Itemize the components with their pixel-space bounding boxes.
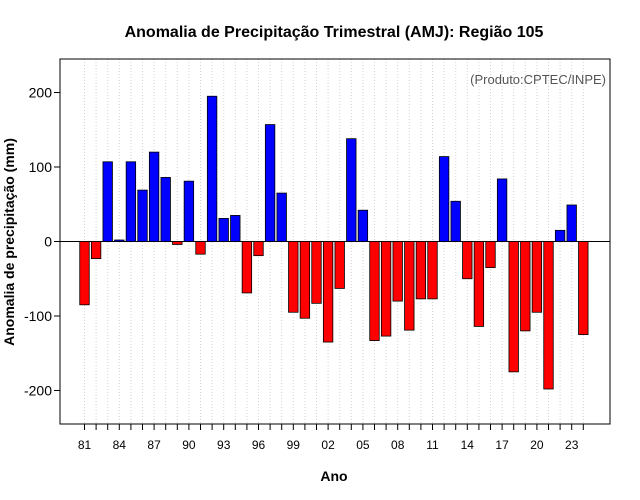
y-tick-label: -200 — [24, 382, 52, 398]
bar-2012 — [438, 156, 450, 242]
y-axis: -200 -100 0 100 200 — [24, 85, 60, 398]
chart-title: Anomalia de Precipitação Trimestral (AMJ… — [125, 24, 544, 41]
y-tick-label: 200 — [29, 85, 53, 101]
bar-1988 — [160, 177, 171, 242]
bar-2017 — [496, 178, 508, 242]
bar-2022 — [554, 229, 566, 242]
x-tick-label: 90 — [182, 438, 196, 452]
bar-2016 — [485, 241, 496, 268]
bar-2014 — [462, 241, 473, 280]
bar-1991 — [195, 241, 206, 255]
x-tick-label: 05 — [356, 438, 370, 452]
bar-2023 — [566, 204, 577, 242]
x-tick-label: 23 — [565, 438, 579, 452]
bar-2000 — [299, 241, 311, 319]
bar-1999 — [288, 241, 299, 313]
bar-2020 — [531, 241, 543, 313]
x-tick-label: 99 — [287, 438, 301, 452]
grid-lines — [84, 59, 584, 424]
bar-1993 — [218, 218, 229, 242]
bar-1990 — [183, 180, 195, 242]
x-axis-label: Ano — [320, 468, 347, 484]
bars — [79, 95, 589, 390]
bar-2021 — [543, 241, 554, 390]
bar-1994 — [230, 215, 241, 242]
product-credit: (Produto:CPTEC/INPE) — [470, 72, 606, 87]
x-tick-label: 08 — [391, 438, 405, 452]
bar-1992 — [206, 95, 218, 242]
x-tick-label: 17 — [495, 438, 509, 452]
bar-2018 — [508, 241, 519, 373]
x-tick-label: 84 — [113, 438, 127, 452]
bar-1981 — [79, 241, 90, 306]
y-tick-label: -100 — [24, 308, 52, 324]
bar-1986 — [137, 189, 148, 242]
bar-2011 — [427, 241, 438, 300]
bar-1989 — [172, 241, 183, 245]
bar-2010 — [415, 241, 427, 300]
x-tick-label: 02 — [321, 438, 335, 452]
bar-1985 — [125, 161, 137, 242]
y-tick-label: 100 — [29, 159, 53, 175]
x-tick-label: 81 — [78, 438, 92, 452]
x-tick-label: 11 — [426, 438, 439, 452]
bar-1982 — [90, 241, 102, 260]
bar-1987 — [148, 151, 160, 242]
bar-1984 — [114, 239, 125, 242]
x-tick-label: 87 — [147, 438, 161, 452]
x-tick-label: 20 — [530, 438, 544, 452]
x-tick-label: 96 — [252, 438, 266, 452]
bar-2024 — [578, 241, 589, 336]
bar-2019 — [520, 241, 531, 332]
bar-1996 — [253, 241, 264, 257]
bar-1983 — [102, 161, 113, 242]
bar-1997 — [264, 124, 276, 242]
bar-1998 — [276, 192, 287, 242]
bar-2015 — [473, 241, 485, 327]
bar-2007 — [380, 241, 392, 337]
bar-1995 — [241, 241, 253, 294]
y-axis-label: Anomalia de precipitação (mm) — [1, 138, 17, 346]
bar-2006 — [369, 241, 380, 341]
bar-2004 — [346, 138, 357, 242]
bar-2002 — [322, 241, 334, 343]
bar-2009 — [404, 241, 415, 331]
bar-2003 — [334, 241, 345, 289]
x-axis: 81 84 87 90 93 96 99 02 05 08 11 14 17 20 23 — [78, 424, 584, 452]
x-tick-label: 14 — [461, 438, 475, 452]
y-tick-label: 0 — [44, 234, 52, 250]
x-tick-label: 93 — [217, 438, 231, 452]
bar-2005 — [357, 209, 369, 242]
bar-2008 — [392, 241, 403, 302]
bar-2001 — [311, 241, 322, 304]
bar-2013 — [450, 200, 461, 242]
